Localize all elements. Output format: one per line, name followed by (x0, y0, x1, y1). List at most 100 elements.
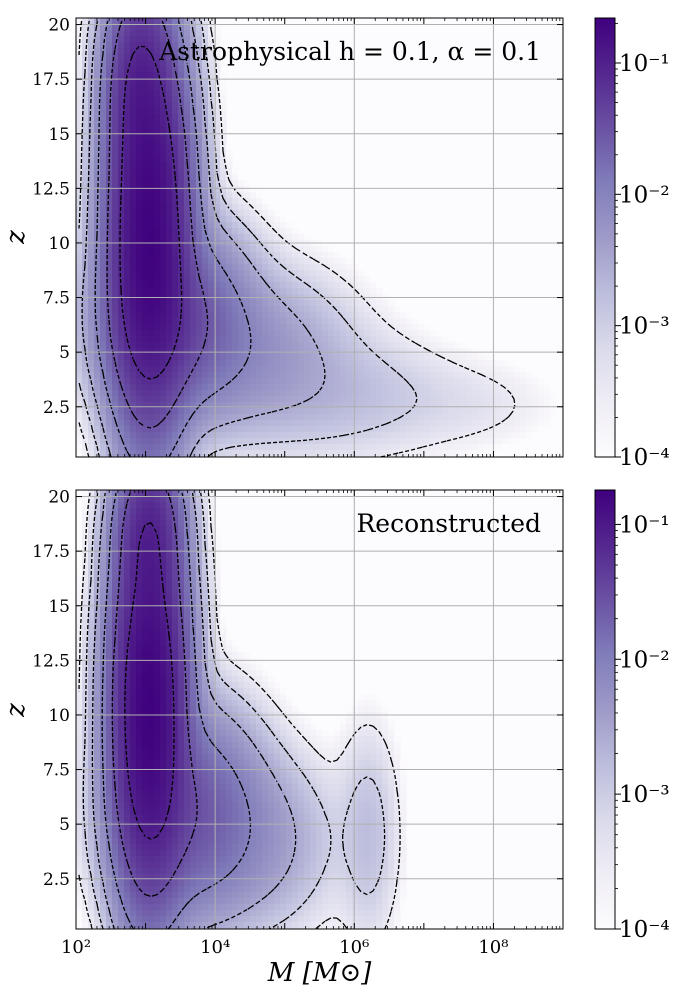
density-cell (88, 450, 95, 457)
density-cell (448, 378, 455, 385)
density-cell (172, 438, 179, 445)
density-cell (124, 198, 131, 205)
density-cell (256, 432, 263, 439)
density-cell (262, 444, 269, 451)
density-cell (256, 754, 263, 761)
density-cell (424, 402, 431, 409)
density-cell (166, 306, 173, 313)
density-cell (76, 66, 83, 73)
density-cell (328, 390, 335, 397)
density-cell (130, 336, 137, 343)
density-cell (124, 318, 131, 325)
density-cell (148, 108, 155, 115)
density-cell (388, 336, 395, 343)
density-cell (250, 378, 257, 385)
density-cell (226, 438, 233, 445)
density-cell (124, 444, 131, 451)
density-cell (190, 324, 197, 331)
density-cell (466, 360, 473, 367)
density-cell (154, 30, 161, 37)
density-cell (334, 742, 341, 749)
density-cell (112, 514, 119, 521)
density-cell (178, 126, 185, 133)
density-cell (100, 24, 107, 31)
density-cell (532, 420, 539, 427)
density-cell (250, 438, 257, 445)
density-cell (358, 426, 365, 433)
density-cell (178, 568, 185, 575)
density-cell (208, 502, 215, 509)
density-cell (286, 742, 293, 749)
density-cell (148, 490, 155, 497)
density-cell (202, 306, 209, 313)
density-cell (244, 288, 251, 295)
density-cell (232, 402, 239, 409)
density-cell (106, 670, 113, 677)
density-cell (232, 348, 239, 355)
density-cell (112, 18, 119, 25)
density-cell (256, 718, 263, 725)
density-cell (184, 324, 191, 331)
y-tick-label: 12.5 (32, 179, 70, 199)
density-cell (274, 216, 281, 223)
density-cell (214, 318, 221, 325)
density-cell (376, 742, 383, 749)
density-cell (172, 18, 179, 25)
density-cell (430, 414, 437, 421)
density-cell (268, 204, 275, 211)
density-cell (112, 186, 119, 193)
density-cell (376, 330, 383, 337)
density-cell (160, 276, 167, 283)
density-cell (190, 544, 197, 551)
density-cell (196, 754, 203, 761)
density-cell (166, 210, 173, 217)
density-cell (142, 78, 149, 85)
density-cell (244, 384, 251, 391)
density-cell (184, 592, 191, 599)
density-cell (178, 396, 185, 403)
density-cell (400, 306, 407, 313)
density-cell (202, 730, 209, 737)
density-cell (106, 592, 113, 599)
density-cell (136, 300, 143, 307)
density-cell (94, 174, 101, 181)
density-cell (196, 108, 203, 115)
density-cell (448, 408, 455, 415)
density-cell (244, 748, 251, 755)
density-cell (418, 336, 425, 343)
density-cell (310, 288, 317, 295)
density-cell (298, 354, 305, 361)
density-cell (340, 306, 347, 313)
density-cell (190, 210, 197, 217)
density-cell (250, 306, 257, 313)
density-cell (196, 490, 203, 497)
density-cell (232, 168, 239, 175)
density-cell (148, 450, 155, 457)
density-cell (136, 610, 143, 617)
density-cell (382, 312, 389, 319)
density-cell (136, 676, 143, 683)
density-cell (394, 748, 401, 755)
density-cell (196, 514, 203, 521)
density-cell (208, 360, 215, 367)
density-cell (100, 96, 107, 103)
density-cell (142, 348, 149, 355)
density-cell (94, 538, 101, 545)
density-cell (244, 652, 251, 659)
density-cell (178, 348, 185, 355)
density-cell (124, 616, 131, 623)
density-cell (226, 282, 233, 289)
density-cell (202, 282, 209, 289)
density-cell (328, 378, 335, 385)
density-cell (82, 330, 89, 337)
density-cell (166, 426, 173, 433)
density-cell (184, 490, 191, 497)
density-cell (376, 396, 383, 403)
density-cell (166, 18, 173, 25)
density-cell (304, 258, 311, 265)
density-cell (454, 378, 461, 385)
density-cell (322, 748, 329, 755)
density-cell (196, 378, 203, 385)
density-cell (154, 84, 161, 91)
density-cell (208, 108, 215, 115)
